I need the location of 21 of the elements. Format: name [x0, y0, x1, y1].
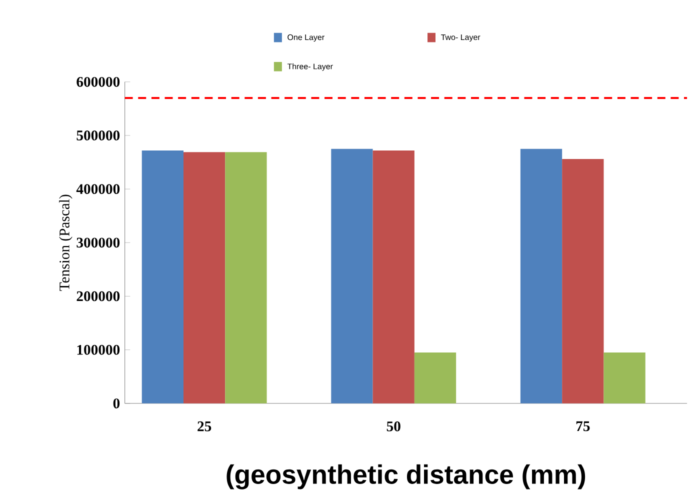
y-tick-label: 100000 [77, 344, 120, 355]
y-tick-label: 200000 [76, 291, 120, 302]
y-tick-label: 300000 [76, 238, 120, 248]
x-axis-title: (geosynthetic distance (mm) [226, 464, 586, 490]
bar [520, 148, 562, 404]
y-tick-label: 400000 [76, 184, 120, 194]
y-tick-label: 600000 [76, 76, 120, 87]
bar [225, 152, 267, 404]
x-tick-label: 75 [576, 421, 590, 432]
bar [331, 148, 373, 404]
x-tick-label: 50 [386, 421, 400, 432]
bar [142, 150, 184, 404]
bar [414, 352, 456, 404]
y-tick-label: 500000 [76, 130, 120, 140]
x-tick-label: 25 [198, 421, 212, 432]
y-axis-title: Tension (Pascal) [59, 194, 72, 291]
bar [562, 158, 604, 404]
y-tick-label: 0 [113, 398, 120, 408]
bar [184, 152, 226, 404]
bar [372, 150, 414, 404]
bar [604, 352, 646, 404]
